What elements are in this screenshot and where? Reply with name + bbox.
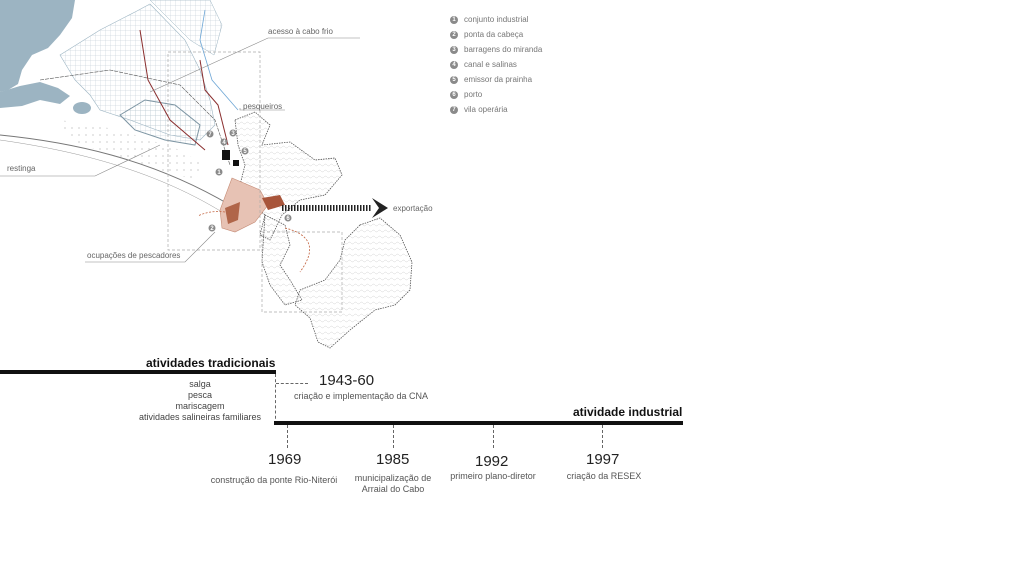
- cna-connector: [276, 383, 308, 384]
- pointer-ocupacoes: [85, 231, 216, 263]
- marker-4: 4: [222, 140, 226, 146]
- legend-label: conjunto industrial: [464, 15, 529, 24]
- legend-label: emissor da prainha: [464, 75, 533, 84]
- traditional-item: atividades salineiras familiares: [138, 412, 262, 422]
- legend-number: 3: [450, 45, 458, 54]
- city-grid-dense: [119, 99, 201, 146]
- pointer-pesqueiros: [239, 108, 285, 111]
- legend-number: 2: [450, 30, 458, 39]
- zoom-box-1: [167, 51, 261, 251]
- restinga-area: [60, 120, 205, 180]
- site-map: 1 2 3 4 5 6 7: [0, 0, 413, 349]
- legend-item: 3 barragens do miranda: [450, 42, 542, 57]
- event-year-1992: 1992: [475, 453, 509, 470]
- road-access: [139, 29, 206, 151]
- peninsula-south: [261, 214, 303, 306]
- lagoon-pond: [73, 102, 91, 114]
- label-ocupacoes: ocupações de pescadores: [87, 251, 181, 260]
- legend-item: 6 porto: [450, 87, 542, 102]
- industrial-block-1: [222, 150, 230, 160]
- event-desc-1985: municipalização de Arraial do Cabo: [354, 473, 432, 494]
- traditional-title: atividades tradicionais: [146, 356, 276, 370]
- lagoon-water: [0, 0, 75, 92]
- pointer-restinga: [0, 144, 161, 177]
- road-east: [199, 59, 229, 146]
- label-restinga: restinga: [7, 164, 36, 173]
- export-arrow: [282, 198, 388, 218]
- traditional-list: salga pesca mariscagem atividades saline…: [110, 379, 290, 423]
- legend-number: 6: [450, 90, 458, 99]
- fisher-route-1: [197, 211, 226, 217]
- industrial-title: atividade industrial: [573, 405, 683, 419]
- cna-desc: criação e implementação da CNA: [294, 391, 429, 401]
- fisher-route-2: [284, 227, 310, 273]
- marker-7: 7: [208, 132, 212, 138]
- legend-number: 1: [450, 15, 458, 24]
- traditional-item: salga: [189, 379, 211, 389]
- canal: [199, 9, 239, 111]
- legend-label: ponta da cabeça: [464, 30, 524, 39]
- legend-number: 7: [450, 105, 458, 114]
- railway: [39, 69, 231, 166]
- event-tick-1997: [602, 425, 603, 448]
- marker-2: 2: [210, 226, 214, 232]
- legend-item: 7 vila operária: [450, 102, 542, 117]
- event-year-1985: 1985: [376, 451, 410, 468]
- legend-label: porto: [464, 90, 483, 99]
- legend-label: canal e salinas: [464, 60, 517, 69]
- traditional-item: mariscagem: [175, 401, 225, 411]
- industrial-bar: [274, 421, 683, 425]
- marker-3: 3: [231, 131, 235, 137]
- legend-number: 4: [450, 60, 458, 69]
- legend-item: 2 ponta da cabeça: [450, 27, 542, 42]
- legend-label: vila operária: [464, 105, 508, 114]
- lagoon-water-lower: [0, 82, 70, 108]
- event-desc-1997: criação da RESEX: [566, 471, 642, 481]
- event-year-1997: 1997: [586, 451, 620, 468]
- event-tick-1969: [287, 425, 288, 448]
- pointer-acesso: [149, 37, 360, 93]
- label-acesso: acesso à cabo frio: [268, 27, 333, 36]
- industrial-block-2: [233, 160, 239, 166]
- legend-number: 5: [450, 75, 458, 84]
- cna-year: 1943-60: [319, 372, 375, 389]
- marker-1: 1: [217, 170, 221, 176]
- legend-item: 1 conjunto industrial: [450, 12, 542, 27]
- port-zone: [262, 195, 285, 210]
- legend-item: 5 emissor da prainha: [450, 72, 542, 87]
- label-exportacao: exportação: [393, 204, 433, 213]
- marker-6: 6: [286, 216, 290, 222]
- event-desc-1969: construção da ponte Rio-Niterói: [210, 475, 338, 485]
- map-markers: 1 2 3 4 5 6 7: [206, 129, 292, 232]
- label-pesqueiros: pesqueiros: [243, 102, 283, 111]
- coastline-inner: [0, 139, 223, 213]
- marker-5: 5: [243, 149, 247, 155]
- island-main: [294, 217, 413, 349]
- event-year-1969: 1969: [268, 451, 302, 468]
- transition-dash: [275, 374, 276, 424]
- traditional-bar: [0, 370, 276, 374]
- industrial-zone-dark: [225, 202, 240, 224]
- event-desc-1992: primeiro plano-diretor: [450, 471, 536, 481]
- legend-item: 4 canal e salinas: [450, 57, 542, 72]
- traditional-item: pesca: [187, 390, 213, 400]
- event-tick-1992: [493, 425, 494, 448]
- event-tick-1985: [393, 425, 394, 448]
- zoom-box-2: [261, 231, 343, 313]
- coastline: [0, 134, 231, 206]
- legend-label: barragens do miranda: [464, 45, 543, 54]
